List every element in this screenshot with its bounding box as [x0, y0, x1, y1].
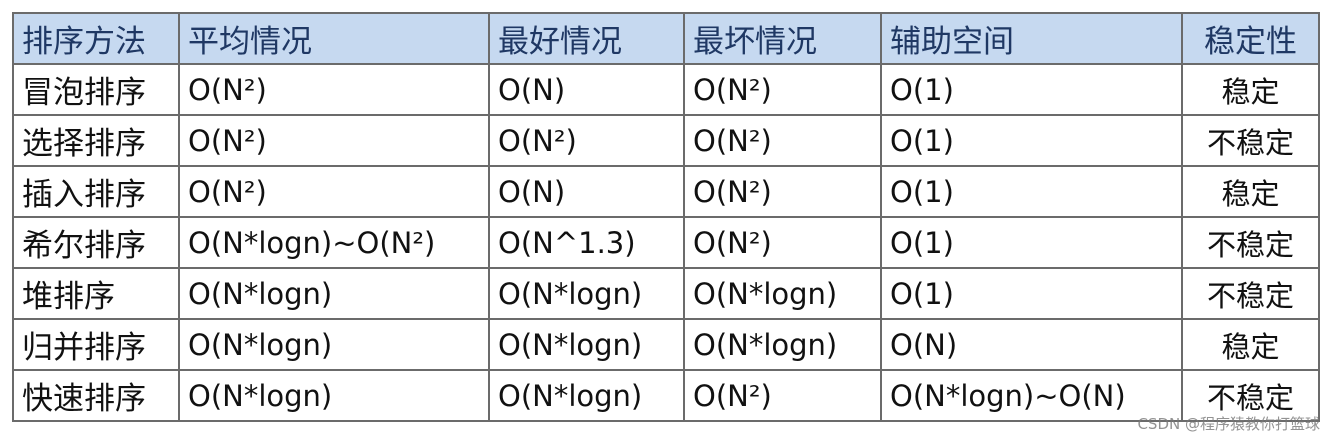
table-body: 冒泡排序 O(N²) O(N) O(N²) O(1) 稳定 选择排序 O(N²) O(N²) O(… [12, 63, 1320, 422]
table-cell: O(N*logn) [488, 267, 685, 320]
header-cell: 稳定性 [1181, 12, 1320, 65]
header-cell: 最好情况 [488, 12, 685, 65]
table-cell: O(N) [488, 63, 685, 116]
table-cell: O(N*logn) [178, 318, 490, 371]
table-cell: 稳定 [1181, 318, 1320, 371]
table-cell: O(N*logn) [683, 267, 882, 320]
table-cell: O(N²) [178, 63, 490, 116]
table-row: 快速排序 O(N*logn) O(N*logn) O(N²) O(N*logn)~O(N… [12, 369, 1320, 422]
table-cell: 堆排序 [12, 267, 180, 320]
table-cell: O(1) [880, 165, 1183, 218]
table-cell: O(N*logn) [488, 369, 685, 422]
table-cell: 希尔排序 [12, 216, 180, 269]
sort-table: 排序方法 平均情况 最好情况 最坏情况 辅助空间 稳定性 冒泡排序 O(N²) O(N) O(N… [12, 12, 1320, 422]
table-cell: O(1) [880, 63, 1183, 116]
table-cell: O(N²) [683, 114, 882, 167]
table-cell: O(N²) [178, 114, 490, 167]
table-cell: 归并排序 [12, 318, 180, 371]
table-cell: O(N) [880, 318, 1183, 371]
table-cell: 快速排序 [12, 369, 180, 422]
table-row: 希尔排序 O(N*logn)~O(N²) O(N^1.3) O(N²) O(1) 不稳定 [12, 216, 1320, 269]
header-cell: 排序方法 [12, 12, 180, 65]
table-cell: O(N²) [683, 369, 882, 422]
table-cell: O(1) [880, 267, 1183, 320]
table-cell: O(N*logn) [488, 318, 685, 371]
header-row: 排序方法 平均情况 最好情况 最坏情况 辅助空间 稳定性 [12, 12, 1320, 65]
table-row: 堆排序 O(N*logn) O(N*logn) O(N*logn) O(1) 不稳定 [12, 267, 1320, 320]
table-row: 选择排序 O(N²) O(N²) O(N²) O(1) 不稳定 [12, 114, 1320, 167]
table-cell: O(N²) [683, 216, 882, 269]
table-cell: O(N^1.3) [488, 216, 685, 269]
table-cell: O(N²) [488, 114, 685, 167]
table-cell: O(N*logn) [178, 369, 490, 422]
table-cell: O(1) [880, 216, 1183, 269]
table-cell: O(N²) [683, 63, 882, 116]
header-cell: 平均情况 [178, 12, 490, 65]
header-cell: 辅助空间 [880, 12, 1183, 65]
table-cell: O(N*logn) [683, 318, 882, 371]
table-row: 归并排序 O(N*logn) O(N*logn) O(N*logn) O(N) 稳定 [12, 318, 1320, 371]
header-cell: 最坏情况 [683, 12, 882, 65]
watermark: CSDN @程序猿教你打篮球 [1137, 415, 1320, 433]
table-cell: 冒泡排序 [12, 63, 180, 116]
table-cell: O(N*logn)~O(N) [880, 369, 1183, 422]
table-cell: O(N*logn)~O(N²) [178, 216, 490, 269]
table-row: 插入排序 O(N²) O(N) O(N²) O(1) 稳定 [12, 165, 1320, 218]
table-cell: 稳定 [1181, 165, 1320, 218]
table-cell: O(1) [880, 114, 1183, 167]
table-cell: 不稳定 [1181, 369, 1320, 422]
table-cell: 选择排序 [12, 114, 180, 167]
table-cell: 不稳定 [1181, 267, 1320, 320]
table-cell: O(N²) [683, 165, 882, 218]
table-cell: O(N²) [178, 165, 490, 218]
table-cell: O(N) [488, 165, 685, 218]
table-cell: 稳定 [1181, 63, 1320, 116]
table-cell: 不稳定 [1181, 216, 1320, 269]
table-row: 冒泡排序 O(N²) O(N) O(N²) O(1) 稳定 [12, 63, 1320, 116]
table-cell: 插入排序 [12, 165, 180, 218]
table-cell: O(N*logn) [178, 267, 490, 320]
table-cell: 不稳定 [1181, 114, 1320, 167]
